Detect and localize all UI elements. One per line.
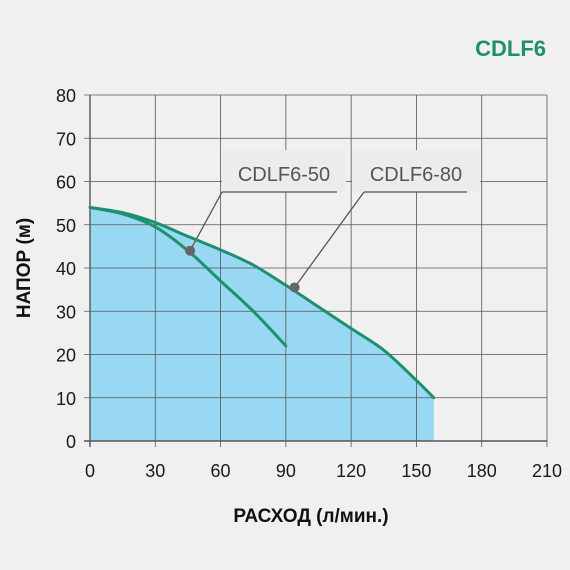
fill-layer	[90, 207, 434, 441]
curve-cdlf6-80	[88, 205, 436, 400]
callout-leader-cdlf6-50	[189, 191, 223, 252]
operating-area-fill	[90, 207, 434, 441]
x-tick-label-90: 90	[276, 461, 296, 481]
y-tick-label-70: 70	[56, 129, 76, 149]
y-axis-label: НАПОР (м)	[14, 218, 35, 318]
marker-layer	[185, 245, 300, 293]
callout-leader-cdlf6-80	[294, 191, 365, 288]
x-tick-label-30: 30	[145, 461, 165, 481]
y-tick-label-50: 50	[56, 216, 76, 236]
y-tick-label-0: 0	[66, 432, 76, 452]
callout-box-cdlf6-80	[352, 150, 480, 192]
y-tick-label-20: 20	[56, 346, 76, 366]
x-tick-label-60: 60	[211, 461, 231, 481]
y-tick-label-10: 10	[56, 389, 76, 409]
x-tick-label-150: 150	[401, 461, 431, 481]
x-tick-label-180: 180	[467, 461, 497, 481]
x-tick-label-210: 210	[532, 461, 562, 481]
y-tick-label-80: 80	[56, 86, 76, 106]
callout-marker-cdlf6-80	[289, 282, 300, 293]
y-tick-label-30: 30	[56, 302, 76, 322]
callout-box-cdlf6-50	[222, 150, 346, 192]
tick-layer: 0 30 60 90 120 150 180 210 0 10 20 30 40 50 60 70 80	[56, 86, 562, 481]
chart-title: CDLF6	[475, 36, 546, 61]
y-tick-label-60: 60	[56, 173, 76, 193]
callout-marker-cdlf6-50	[185, 245, 196, 256]
callout-layer: CDLF6-50 CDLF6-80	[189, 150, 480, 288]
x-tick-label-0: 0	[85, 461, 95, 481]
callout-label-cdlf6-50: CDLF6-50	[238, 164, 330, 186]
x-axis-label: РАСХОД (л/мин.)	[233, 506, 388, 527]
callout-label-cdlf6-80: CDLF6-80	[370, 164, 462, 186]
y-tick-label-40: 40	[56, 259, 76, 279]
x-tick-label-120: 120	[336, 461, 366, 481]
